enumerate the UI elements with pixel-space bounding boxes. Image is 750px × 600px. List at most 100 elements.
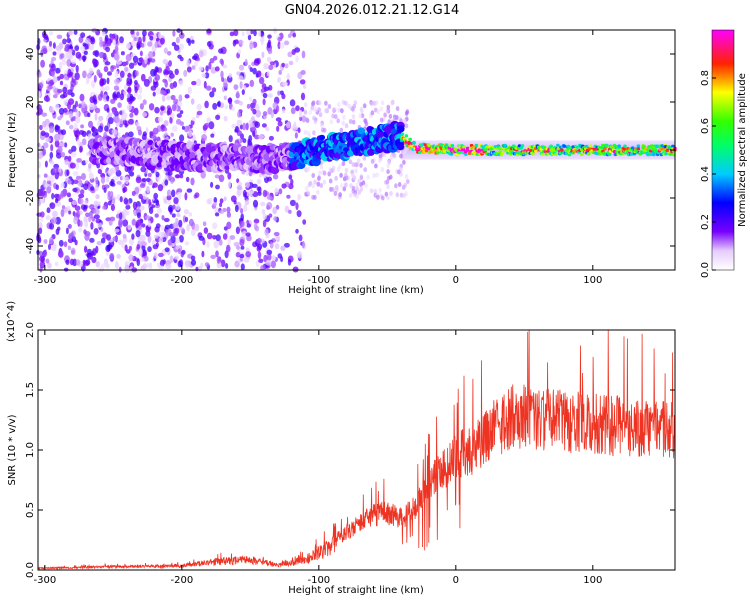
spectrogram-noise-cell [122,112,128,117]
spectrogram-noise-cell [208,121,215,130]
spectrogram-noise-cell [229,31,235,37]
colorbar-label: Normalized spectral amplitude [737,73,748,227]
snr-series-line [37,329,676,571]
spectrogram-noise-cell [191,134,196,143]
spectrogram-noise-cell [49,31,54,36]
spectrogram-noise-cell [78,198,84,205]
spectrogram-noise-cell [262,219,267,228]
spectrogram-noise-cell [46,186,52,194]
spectrogram-noise-cell [262,98,266,106]
spectrogram-noise-cell [138,248,143,257]
spectrogram-noise-cell [141,112,148,117]
spectrogram-noise-cell [147,220,151,228]
spectrogram-noise-cell [60,190,67,198]
spectrogram-noise-cell [106,234,111,241]
spectrogram-noise-cell [247,34,252,41]
spectrogram-noise-cell [136,31,140,37]
spectrogram-noise-cell [287,258,292,266]
spectrogram-noise-cell [357,189,362,195]
spectrogram-noise-cell [321,127,325,133]
spectrogram-noise-cell [169,73,175,79]
spectrogram-noise-cell [257,191,262,197]
spectrogram-noise-cell [312,115,316,121]
spectrogram-noise-cell [319,164,324,170]
spectrogram-noise-cell [294,47,301,53]
spectrogram-noise-cell [241,170,246,175]
spectrogram-noise-cell [124,176,130,185]
spectrogram-noise-cell [184,260,190,268]
spectrogram-noise-cell [128,118,134,125]
spectrogram-noise-cell [77,54,81,59]
spectrogram-ridge-cell [444,143,449,147]
spectrogram-ridge-cell [270,166,280,175]
spectrogram-noise-cell [220,259,226,268]
spectrogram-ridge-cell [607,152,612,157]
spectrogram-noise-cell [103,66,109,73]
spectrogram-noise-cell [201,250,205,258]
spectrogram-noise-cell [353,192,357,198]
spectrogram-ridge-cell [424,149,429,153]
spectrogram-noise-cell [153,192,158,200]
spectrogram-noise-cell [39,255,45,263]
spectrogram-noise-cell [262,213,267,220]
spectrogram-noise-cell [39,189,46,197]
spectrogram-noise-cell [80,189,85,195]
spectrogram-noise-cell [312,106,317,112]
y-tick-label: 2.0 [25,322,36,338]
spectrogram-noise-cell [360,108,364,114]
spectrogram-noise-cell [95,261,101,268]
spectrogram-noise-cell [83,245,88,254]
spectrogram-noise-cell [146,262,150,268]
spectrogram-noise-cell [179,134,185,142]
spectrogram-noise-cell [218,174,225,183]
spectrogram-noise-cell [303,102,308,108]
spectrogram-noise-cell [47,180,51,185]
spectrogram-noise-cell [263,254,268,263]
spectrogram-noise-cell [281,108,286,114]
spectrogram-noise-cell [200,170,206,179]
spectrogram-noise-cell [65,120,70,126]
spectrogram-noise-cell [180,250,185,258]
spectrogram-noise-cell [140,73,146,82]
spectrogram-noise-cell [176,28,182,33]
spectrogram-noise-cell [79,146,83,153]
spectrogram-noise-cell [387,119,392,125]
spectrogram-noise-cell [405,109,410,115]
spectrogram-noise-cell [237,181,243,187]
spectrogram-noise-cell [188,212,193,217]
spectrogram-noise-cell [109,252,115,261]
spectrogram-noise-cell [190,98,195,105]
spectrogram-noise-cell [266,195,273,200]
spectrogram-ridge-cell [669,152,673,156]
spectrogram-noise-cell [49,202,56,210]
spectrogram-noise-cell [344,123,349,129]
spectrogram-noise-cell [181,125,185,130]
spectrogram-noise-cell [248,135,253,143]
spectrogram-noise-cell [71,145,77,152]
spectrogram-noise-cell [154,234,159,239]
spectrogram-noise-cell [90,222,94,230]
spectrogram-ridge-cell [603,152,607,156]
spectrogram-noise-cell [262,173,267,179]
spectrogram-noise-cell [87,112,91,118]
spectrogram-noise-cell [110,52,115,58]
spectrogram-noise-cell [83,229,87,235]
spectrogram-noise-cell [130,40,137,47]
spectrogram-noise-cell [226,206,231,213]
spectrogram-noise-cell [42,120,47,128]
spectrogram-noise-cell [152,127,159,135]
spectrogram-noise-cell [206,241,210,248]
spectrogram-noise-cell [169,255,174,264]
spectrogram-noise-cell [269,61,275,66]
spectrogram-noise-cell [62,86,68,94]
spectrogram-noise-cell [336,118,341,124]
spectrogram-noise-cell [249,122,255,129]
spectrogram-noise-cell [363,118,367,124]
spectrogram-noise-cell [58,239,64,247]
spectrogram-noise-cell [61,129,67,136]
spectrogram-noise-cell [114,261,119,269]
spectrogram-ridge-cell [664,152,668,156]
spectrogram-noise-cell [123,186,128,193]
spectrogram-noise-cell [83,260,90,267]
spectrogram-noise-cell [267,34,272,39]
